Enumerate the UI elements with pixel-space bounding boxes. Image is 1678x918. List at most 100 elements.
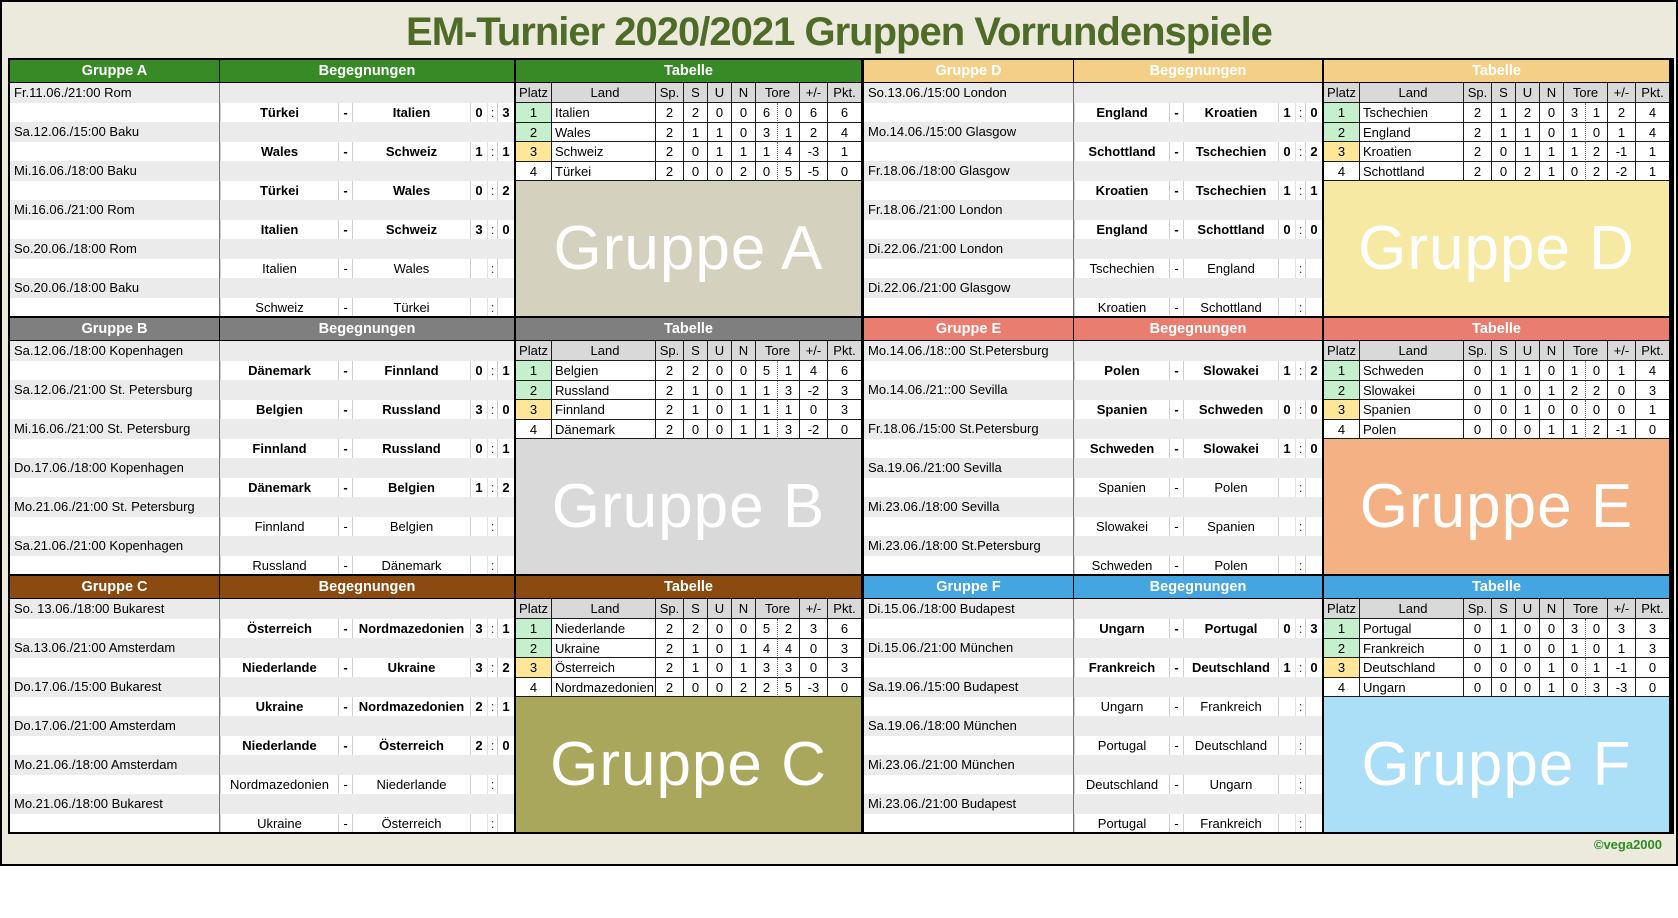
goals-for-cell: 1	[1564, 419, 1586, 439]
goals-against-cell: 3	[778, 419, 800, 439]
match-date: Mo.21.06./18:00 Bukarest	[10, 794, 220, 814]
losses-cell: 1	[1540, 161, 1564, 181]
home-score: 1	[1278, 438, 1295, 458]
match-row: Dänemark - Finnland 0:1	[10, 360, 514, 380]
goals-for-cell: 5	[756, 619, 778, 639]
points-cell: 4	[1636, 123, 1669, 142]
away-team: Nordmazedonien	[352, 696, 470, 716]
goal-diff-cell: 1	[1608, 361, 1636, 381]
goals-for-cell: 2	[756, 677, 778, 697]
table-column-header-col-platz: Platz	[516, 341, 552, 361]
home-team: Wales	[220, 141, 338, 161]
draws-cell: 0	[1516, 619, 1540, 639]
match-date-cell-empty	[864, 102, 1074, 122]
losses-cell: 2	[732, 677, 756, 697]
match-date-row: Do.17.06./18:00 Kopenhagen	[10, 458, 514, 478]
team-separator: -	[1169, 696, 1183, 716]
page-title: EM-Turnier 2020/2021 Gruppen Vorrundensp…	[406, 10, 1273, 54]
table-column-header-col-platz: Platz	[1324, 341, 1360, 361]
match-date-filler	[220, 83, 514, 103]
match-date-row: Mo.21.06./18:00 Amsterdam	[10, 755, 514, 775]
games-cell: 2	[656, 619, 684, 639]
fixtures-panel: Gruppe A Begegnungen Fr.11.06./21:00 Rom Tü…	[10, 60, 514, 316]
match-date-cell-empty	[10, 555, 220, 574]
rank-cell: 2	[1324, 380, 1360, 400]
goal-diff-cell: -1	[1608, 142, 1636, 162]
country-cell: Spanien	[1360, 400, 1464, 420]
country-cell: Russland	[552, 380, 656, 400]
table-column-header-col-land: Land	[552, 599, 656, 619]
team-separator: -	[338, 297, 352, 316]
match-row: Portugal - Deutschland:	[864, 735, 1322, 755]
points-cell: 3	[828, 400, 861, 420]
match-date: Di.15.06./21:00 München	[864, 638, 1074, 658]
table-columns-row: Platz Land Sp. S U N Tore +/- Pkt.	[1324, 83, 1669, 103]
match-date-cell-empty	[10, 297, 220, 316]
table-column-header-col-sp: Sp.	[656, 83, 684, 103]
score-colon: :	[487, 657, 497, 677]
losses-cell: 1	[732, 400, 756, 420]
draws-cell: 0	[708, 658, 732, 678]
match-date-filler	[1074, 278, 1322, 298]
goal-diff-cell: 3	[800, 619, 828, 639]
match-row: England - Schottland 0:0	[864, 219, 1322, 239]
home-team: Schweden	[1074, 438, 1169, 458]
away-score	[1305, 297, 1322, 316]
match-date: So.20.06./18:00 Rom	[10, 239, 220, 259]
goals-for-cell: 6	[756, 103, 778, 123]
match-date: Mo.21.06./21:00 St. Petersburg	[10, 497, 220, 517]
draws-cell: 0	[708, 161, 732, 181]
match-date-cell-empty	[10, 618, 220, 638]
group-block: Gruppe E Begegnungen Mo.14.06./18::00 St.P…	[864, 318, 1669, 574]
losses-cell: 1	[1540, 677, 1564, 697]
table-row: 4 Türkei 2 0 0 2 0 5 -5 0	[516, 161, 861, 181]
team-separator: -	[1169, 477, 1183, 497]
group-watermark: Gruppe F	[1324, 697, 1669, 832]
home-score: 1	[470, 477, 487, 497]
points-cell: 1	[828, 142, 861, 162]
match-date: Sa.19.06./21:00 Sevilla	[864, 458, 1074, 478]
points-cell: 1	[1636, 162, 1669, 181]
match-date-cell-empty	[864, 516, 1074, 536]
losses-cell: 0	[732, 103, 756, 123]
wins-cell: 1	[1492, 103, 1516, 123]
home-score: 3	[470, 399, 487, 419]
goal-diff-cell: -2	[800, 380, 828, 400]
rank-cell: 4	[1324, 677, 1360, 697]
away-score	[1305, 774, 1322, 794]
match-row: Niederlande - Österreich 2:0	[10, 735, 514, 755]
match-row: Spanien - Schweden 0:0	[864, 399, 1322, 419]
away-team: England	[1183, 258, 1278, 278]
goals-for-cell: 4	[756, 638, 778, 658]
points-cell: 1	[1636, 400, 1669, 420]
games-cell: 2	[656, 122, 684, 142]
team-separator: -	[338, 696, 352, 716]
draws-cell: 0	[708, 619, 732, 639]
match-date-row: Mo.14.06./21::00 Sevilla	[864, 380, 1322, 400]
match-date-cell-empty	[10, 735, 220, 755]
match-date-filler	[1074, 122, 1322, 142]
games-cell: 0	[1464, 619, 1492, 639]
group-watermark-label: Gruppe B	[551, 472, 826, 541]
country-cell: Italien	[552, 103, 656, 123]
goal-diff-cell: 4	[800, 361, 828, 381]
home-team: Frankreich	[1074, 657, 1169, 677]
home-team: Finnland	[220, 438, 338, 458]
fixtures-panel: Gruppe C Begegnungen So. 13.06./18:00 Buka…	[10, 576, 514, 832]
away-score: 0	[497, 399, 514, 419]
match-date-filler	[220, 497, 514, 517]
score-colon: :	[1295, 102, 1305, 122]
points-cell: 3	[828, 381, 861, 400]
away-score	[1305, 258, 1322, 278]
away-team: Russland	[352, 438, 470, 458]
match-date-row: Di.22.06./21:00 Glasgow	[864, 278, 1322, 298]
goals-against-cell: 5	[778, 161, 800, 181]
away-score: 0	[497, 219, 514, 239]
table-column-header-col-u: U	[708, 599, 732, 619]
match-date-filler	[1074, 677, 1322, 697]
home-team: Dänemark	[220, 360, 338, 380]
goal-diff-cell: 6	[800, 103, 828, 123]
table-column-header-col-u: U	[708, 341, 732, 361]
home-score	[470, 297, 487, 316]
points-cell: 0	[1636, 420, 1669, 439]
